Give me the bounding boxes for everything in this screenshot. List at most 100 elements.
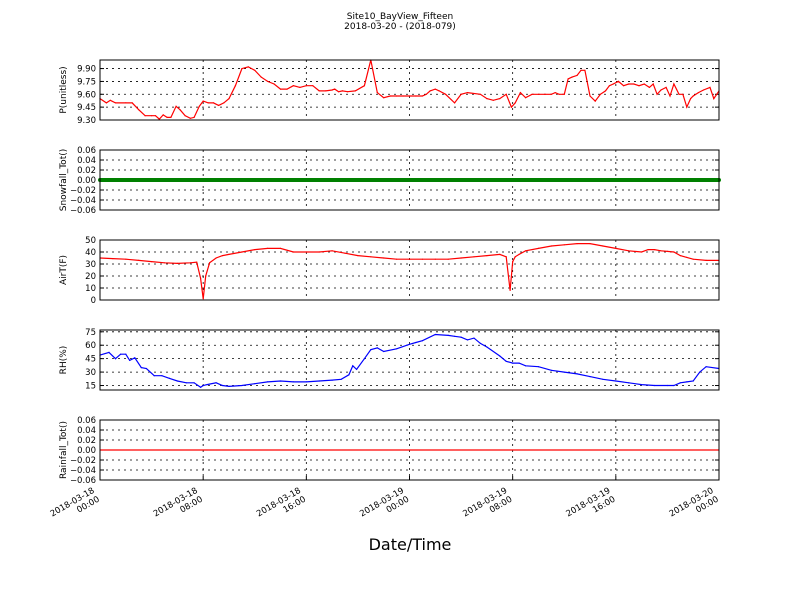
data-point [354,90,356,92]
data-point [158,118,160,120]
data-point [630,178,634,182]
x-tick-label: 2018-03-1916:00 [565,486,618,528]
data-point [291,178,296,182]
data-point [505,360,507,362]
data-point [162,114,164,116]
data-point [608,85,611,87]
data-point [200,277,202,279]
data-point [600,178,605,182]
data-point [454,102,456,104]
data-point [397,178,402,182]
data-point [421,340,423,342]
data-point [265,178,270,182]
data-point [410,178,415,182]
data-point [246,178,251,182]
data-point [617,178,622,182]
data-point [307,178,312,182]
y-tick-label: 0.00 [77,446,96,456]
data-point [623,85,625,87]
data-point [347,91,349,93]
data-point [647,249,649,251]
data-point [697,92,700,94]
data-point [109,99,111,101]
data-point [204,178,209,182]
data-point [673,83,675,85]
y-axis-label: P(unitless) [59,66,69,113]
y-tick-label: 0 [91,296,96,306]
data-point [613,178,618,182]
data-point [660,89,662,91]
data-point [641,384,643,386]
data-point [138,259,140,261]
y-tick-label: 9.30 [77,116,96,126]
data-point [460,257,462,259]
y-tick-label: 0.06 [77,146,96,156]
data-point [678,178,683,182]
data-point [475,178,480,182]
data-point [363,358,365,360]
data-point [223,178,228,182]
data-point [365,178,370,182]
data-point [241,251,243,253]
data-point [501,178,505,182]
data-point [576,243,578,245]
data-point [681,178,686,182]
data-point [344,252,346,254]
data-point [338,91,340,93]
x-tick-label: 2018-03-1816:00 [255,486,308,528]
data-point [642,178,647,182]
data-point [653,384,656,387]
data-point [682,93,684,95]
data-point [294,178,299,182]
data-point [189,262,191,264]
data-point [421,258,423,260]
data-point [325,90,327,92]
data-point [314,178,318,182]
data-point [576,74,578,76]
data-point [704,178,709,182]
data-point [223,102,225,104]
data-point [236,178,241,182]
data-point [544,93,546,95]
data-point [675,178,680,182]
data-point [408,343,411,345]
data-point [381,178,386,182]
data-point [662,178,667,182]
data-point [168,178,173,182]
data-point [434,88,436,90]
data-point [326,178,331,182]
data-point [459,178,464,182]
data-point [288,178,293,182]
y-tick-label: −0.06 [70,476,96,486]
y-tick-label: −0.04 [70,196,96,206]
data-point [491,178,496,182]
data-point [447,334,449,336]
data-point [139,178,144,182]
data-point [138,109,140,111]
data-point [389,95,391,97]
data-point [575,178,580,182]
data-point [401,178,406,182]
data-point [169,377,171,379]
y-tick-label: 9.60 [77,90,96,100]
data-point [617,80,620,82]
y-tick-label: −0.06 [70,206,96,216]
data-point [653,249,656,251]
data-point [267,80,269,82]
y-tick-label: 60 [85,341,96,351]
data-point [472,178,476,182]
data-point [571,178,576,182]
data-point [554,92,556,94]
data-point [281,178,286,182]
data-point [297,178,302,182]
data-point [514,102,516,104]
data-point [165,178,170,182]
data-point [234,85,236,87]
y-tick-label: 0.02 [77,166,96,176]
data-point [151,115,153,117]
data-point [633,83,635,85]
data-point [679,382,681,384]
data-point [620,178,625,182]
data-point [597,178,602,182]
y-tick-label: 0.00 [77,176,96,186]
